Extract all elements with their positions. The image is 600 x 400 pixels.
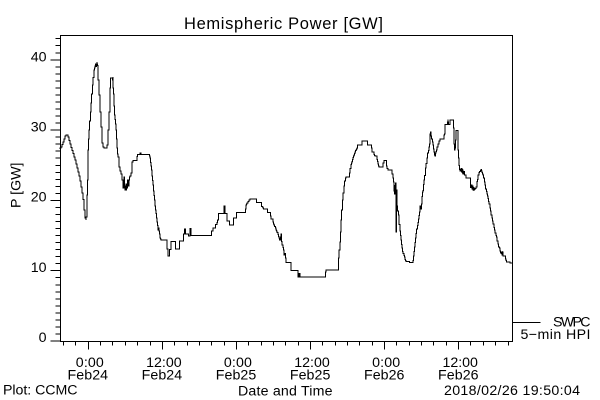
svg-text:Plot: CCMC: Plot: CCMC <box>3 383 78 399</box>
svg-text:SWPC: SWPC <box>553 315 591 331</box>
svg-text:30: 30 <box>31 119 47 135</box>
svg-text:5−min HPI: 5−min HPI <box>521 327 591 343</box>
svg-text:0:00: 0:00 <box>224 355 252 371</box>
svg-text:0:00: 0:00 <box>76 355 104 371</box>
svg-text:12:00: 12:00 <box>294 355 330 371</box>
svg-text:Feb24: Feb24 <box>142 367 183 383</box>
svg-text:20: 20 <box>31 190 47 206</box>
svg-text:P [GW]: P [GW] <box>9 163 25 209</box>
svg-text:Feb25: Feb25 <box>216 367 257 383</box>
svg-text:Feb25: Feb25 <box>290 367 331 383</box>
svg-text:Date and Time: Date and Time <box>238 384 333 400</box>
svg-text:0: 0 <box>39 330 47 346</box>
svg-text:0:00: 0:00 <box>372 355 400 371</box>
svg-text:40: 40 <box>31 49 47 65</box>
svg-text:Hemispheric Power [GW]: Hemispheric Power [GW] <box>184 15 383 33</box>
svg-text:Feb26: Feb26 <box>438 367 479 383</box>
svg-text:10: 10 <box>31 260 47 276</box>
svg-text:Feb26: Feb26 <box>364 367 405 383</box>
svg-text:12:00: 12:00 <box>442 355 478 371</box>
svg-text:2018/02/26 19:50:04: 2018/02/26 19:50:04 <box>444 383 580 399</box>
svg-text:Feb24: Feb24 <box>68 367 109 383</box>
svg-text:12:00: 12:00 <box>146 355 182 371</box>
